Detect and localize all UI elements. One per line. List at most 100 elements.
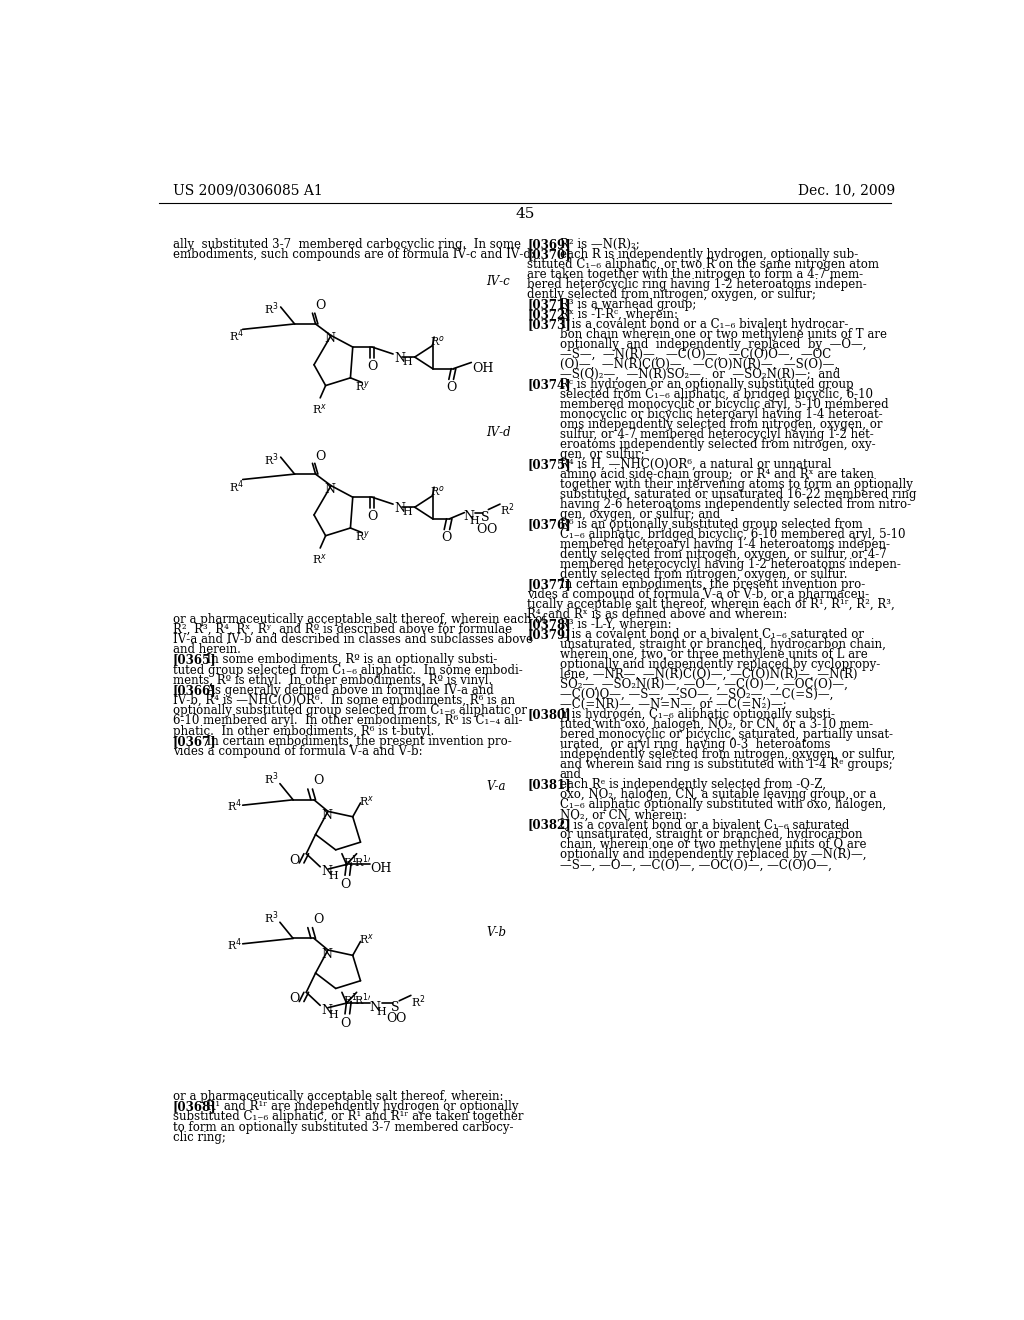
Text: dently selected from nitrogen, oxygen, or sulfur.: dently selected from nitrogen, oxygen, o… [560, 568, 847, 581]
Text: —S—,  —N(R)—,  —C(O)—,  —C(O)O—,  —OC: —S—, —N(R)—, —C(O)—, —C(O)O—, —OC [560, 348, 830, 360]
Text: In certain embodiments, the present invention pro-: In certain embodiments, the present inve… [560, 578, 865, 591]
Text: or a pharmaceutically acceptable salt thereof, wherein:: or a pharmaceutically acceptable salt th… [173, 1090, 504, 1104]
Text: R$^o$: R$^o$ [430, 484, 445, 498]
Text: together with their intervening atoms to form an optionally: together with their intervening atoms to… [560, 478, 912, 491]
Text: IV‑d: IV‑d [486, 425, 511, 438]
Text: S: S [481, 511, 489, 524]
Text: sulfur, or 4-7 membered heterocyclyl having 1-2 het-: sulfur, or 4-7 membered heterocyclyl hav… [560, 428, 873, 441]
Text: R¹ and R¹ʳ are independently hydrogen or optionally: R¹ and R¹ʳ are independently hydrogen or… [199, 1101, 518, 1113]
Text: NO₂, or CN, wherein:: NO₂, or CN, wherein: [560, 808, 687, 821]
Text: [0365]: [0365] [173, 653, 216, 667]
Text: O: O [476, 523, 486, 536]
Text: C₁₋₆ aliphatic, bridged bicyclic, 6-10 membered aryl, 5-10: C₁₋₆ aliphatic, bridged bicyclic, 6-10 m… [560, 528, 905, 541]
Text: —C(O)O—, —S—, —SO—, —SO₂—, —C(=S)—,: —C(O)O—, —S—, —SO—, —SO₂—, —C(=S)—, [560, 688, 834, 701]
Text: R$^2$: R$^2$ [500, 502, 515, 519]
Text: [0367]: [0367] [173, 735, 216, 747]
Text: dently selected from nitrogen, oxygen, or sulfur;: dently selected from nitrogen, oxygen, o… [527, 288, 816, 301]
Text: are taken together with the nitrogen to form a 4-7 mem-: are taken together with the nitrogen to … [527, 268, 863, 281]
Text: R², R³, R⁴, Rˣ, Rʸ, and Rº is described above for formulae: R², R³, R⁴, Rˣ, Rʸ, and Rº is described … [173, 623, 512, 636]
Text: optionally and independently replaced by —N(R)—,: optionally and independently replaced by… [560, 849, 866, 862]
Text: C₁₋₆ aliphatic optionally substituted with oxo, halogen,: C₁₋₆ aliphatic optionally substituted wi… [560, 799, 886, 812]
Text: substituted C₁₋₆ aliphatic, or R¹ and R¹ʳ are taken together: substituted C₁₋₆ aliphatic, or R¹ and R¹… [173, 1110, 523, 1123]
Text: tuted with oxo, halogen, NO₂, or CN, or a 3-10 mem-: tuted with oxo, halogen, NO₂, or CN, or … [560, 718, 872, 731]
Text: R$^y$: R$^y$ [355, 529, 371, 543]
Text: O: O [315, 300, 326, 313]
Text: R$^x$: R$^x$ [312, 552, 328, 566]
Text: IV‑a and IV‑b and described in classes and subclasses above: IV‑a and IV‑b and described in classes a… [173, 634, 532, 645]
Text: optionally substituted group selected from C₁₋₆ aliphatic or: optionally substituted group selected fr… [173, 704, 527, 717]
Text: IV‑c: IV‑c [486, 275, 510, 288]
Text: —S(O)₂—,  —N(R)SO₂—,  or  —SO₂N(R)—;  and: —S(O)₂—, —N(R)SO₂—, or —SO₂N(R)—; and [560, 368, 840, 381]
Text: O: O [313, 775, 324, 788]
Text: S: S [391, 1001, 400, 1014]
Text: and herein.: and herein. [173, 643, 241, 656]
Text: R$^3$: R$^3$ [263, 771, 279, 787]
Text: urated,  or aryl ring  having 0-3  heteroatoms: urated, or aryl ring having 0-3 heteroat… [560, 738, 830, 751]
Text: N: N [464, 510, 474, 523]
Text: O: O [367, 511, 377, 523]
Text: embodiments, such compounds are of formula IV‑c and IV‑d:: embodiments, such compounds are of formu… [173, 248, 535, 261]
Text: monocyclic or bicyclic heteroaryl having 1-4 heteroat-: monocyclic or bicyclic heteroaryl having… [560, 408, 883, 421]
Text: O: O [290, 854, 300, 867]
Text: ments, Rº is ethyl.  In other embodiments, Rº is vinyl.: ments, Rº is ethyl. In other embodiments… [173, 673, 493, 686]
Text: —S—, —O—, —C(O)—, —OC(O)—, —C(O)O—,: —S—, —O—, —C(O)—, —OC(O)—, —C(O)O—, [560, 858, 831, 871]
Text: R$^4$: R$^4$ [228, 478, 244, 495]
Text: R$^4$: R$^4$ [228, 327, 244, 345]
Text: H: H [328, 1010, 338, 1020]
Text: optionally  and  independently  replaced  by  —O—,: optionally and independently replaced by… [560, 338, 866, 351]
Text: membered heterocyclyl having 1-2 heteroatoms indepen-: membered heterocyclyl having 1-2 heteroa… [560, 558, 900, 572]
Text: lene, —NR—, —N(R)C(O)—, —C(O)N(R)—, —N(R): lene, —NR—, —N(R)C(O)—, —C(O)N(R)—, —N(R… [560, 668, 857, 681]
Text: [0379]: [0379] [527, 628, 570, 642]
Text: R$^o$: R$^o$ [430, 334, 445, 348]
Text: bered monocyclic or bicyclic, saturated, partially unsat-: bered monocyclic or bicyclic, saturated,… [560, 729, 893, 742]
Text: O: O [486, 523, 497, 536]
Text: N: N [322, 809, 333, 822]
Text: vides a compound of formula V‑a and V‑b:: vides a compound of formula V‑a and V‑b: [173, 744, 423, 758]
Text: [0377]: [0377] [527, 578, 570, 591]
Text: H: H [328, 871, 338, 882]
Text: R$^x$: R$^x$ [359, 932, 374, 946]
Text: N: N [370, 1001, 381, 1014]
Text: V‑b: V‑b [486, 927, 506, 939]
Text: wherein one, two, or three methylene units of L are: wherein one, two, or three methylene uni… [560, 648, 867, 661]
Text: N: N [324, 483, 335, 495]
Text: 6-10 membered aryl.  In other embodiments, R⁶ is C₁₋₄ ali-: 6-10 membered aryl. In other embodiments… [173, 714, 522, 727]
Text: H: H [402, 358, 412, 367]
Text: R⁶ is an optionally substituted group selected from: R⁶ is an optionally substituted group se… [560, 517, 862, 531]
Text: R⁴ is H, —NHC(O)OR⁶, a natural or unnatural: R⁴ is H, —NHC(O)OR⁶, a natural or unnatu… [560, 458, 831, 471]
Text: unsaturated, straight or branched, hydrocarbon chain,: unsaturated, straight or branched, hydro… [560, 638, 886, 651]
Text: [0381]: [0381] [527, 779, 570, 791]
Text: and: and [560, 768, 582, 781]
Text: R$^1$: R$^1$ [343, 991, 358, 1008]
Text: dently selected from nitrogen, oxygen, or sulfur, or 4-7: dently selected from nitrogen, oxygen, o… [560, 548, 887, 561]
Text: R⁴, and Rˣ is as defined above and wherein:: R⁴, and Rˣ is as defined above and where… [527, 609, 787, 622]
Text: vides a compound of formula V‑a or V‑b, or a pharmaceu-: vides a compound of formula V‑a or V‑b, … [527, 589, 869, 601]
Text: N: N [324, 333, 335, 346]
Text: In some embodiments, Rº is an optionally substi-: In some embodiments, Rº is an optionally… [199, 653, 497, 667]
Text: O: O [367, 360, 377, 374]
Text: and wherein said ring is substituted with 1-4 Rᵉ groups;: and wherein said ring is substituted wit… [560, 758, 893, 771]
Text: IV‑b, R⁴ is —NHC(O)OR⁶.  In some embodiments, R⁶ is an: IV‑b, R⁴ is —NHC(O)OR⁶. In some embodime… [173, 694, 515, 708]
Text: R$^3$: R$^3$ [263, 909, 279, 925]
Text: [0378]: [0378] [527, 618, 570, 631]
Text: to form an optionally substituted 3-7 membered carbocy-: to form an optionally substituted 3-7 me… [173, 1121, 513, 1134]
Text: N: N [394, 502, 406, 515]
Text: H: H [377, 1007, 386, 1016]
Text: [0374]: [0374] [527, 378, 570, 391]
Text: [0371]: [0371] [527, 298, 570, 310]
Text: (O)—,  —N(R)C(O)—,  —C(O)N(R)—,  —S(O)—,: (O)—, —N(R)C(O)—, —C(O)N(R)—, —S(O)—, [560, 358, 838, 371]
Text: Dec. 10, 2009: Dec. 10, 2009 [798, 183, 895, 198]
Text: As generally defined above in formulae IV‑a and: As generally defined above in formulae I… [199, 684, 494, 697]
Text: O: O [340, 1016, 350, 1030]
Text: T is a covalent bond or a C₁₋₆ bivalent hydrocar-: T is a covalent bond or a C₁₋₆ bivalent … [560, 318, 848, 331]
Text: Y is hydrogen, C₁₋₆ aliphatic optionally substi-: Y is hydrogen, C₁₋₆ aliphatic optionally… [560, 708, 835, 721]
Text: each Rᵉ is independently selected from -Q-Z,: each Rᵉ is independently selected from -… [560, 779, 825, 791]
Text: O: O [313, 913, 324, 927]
Text: chain, wherein one or two methylene units of Q are: chain, wherein one or two methylene unit… [560, 838, 866, 851]
Text: R$^x$: R$^x$ [359, 793, 374, 808]
Text: R$^2$: R$^2$ [411, 994, 426, 1010]
Text: [0370]: [0370] [527, 248, 570, 261]
Text: membered monocyclic or bicyclic aryl, 5-10 membered: membered monocyclic or bicyclic aryl, 5-… [560, 397, 888, 411]
Text: O: O [290, 993, 300, 1006]
Text: amino acid side-chain group;  or R⁴ and Rˣ are taken: amino acid side-chain group; or R⁴ and R… [560, 469, 873, 480]
